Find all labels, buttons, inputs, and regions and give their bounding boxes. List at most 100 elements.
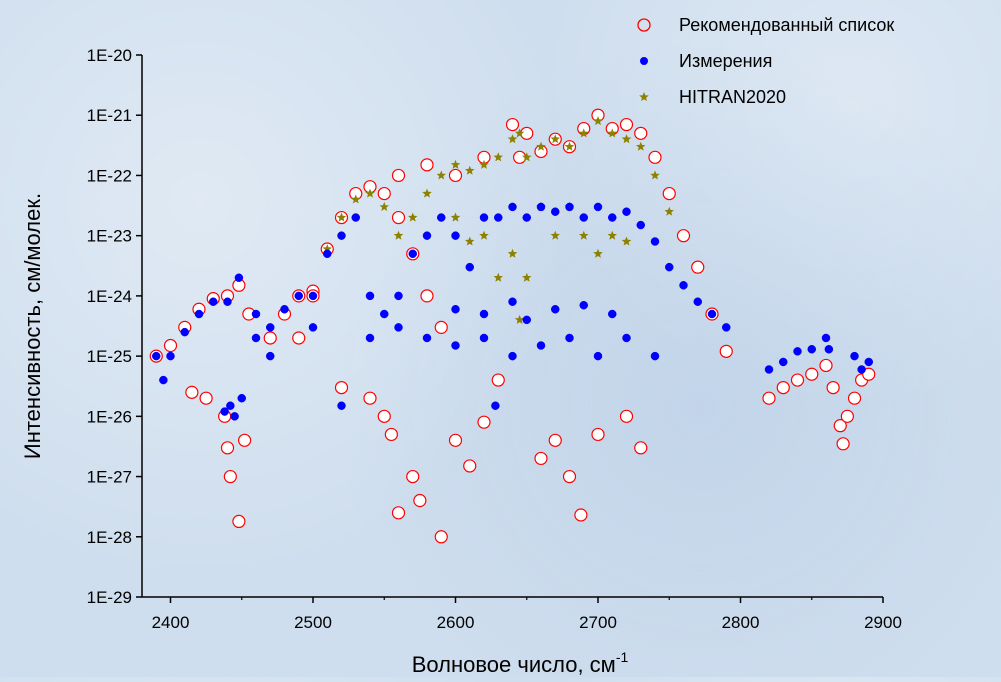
data-point-hitran <box>607 230 617 240</box>
data-point-hitran <box>514 128 525 138</box>
data-point-measurement <box>394 323 403 332</box>
data-point-hitran <box>351 194 361 204</box>
data-point-measurement <box>209 297 218 306</box>
data-point-recommended <box>790 373 805 387</box>
data-point-recommended <box>434 530 448 544</box>
data-point-recommended <box>491 373 505 387</box>
data-point-recommended <box>413 493 427 508</box>
x-ticks: 2400 2500 2600 2700 2800 2900 <box>152 597 902 632</box>
data-point-measurement <box>308 291 318 301</box>
data-point-measurement <box>494 213 503 222</box>
legend-star-icon <box>639 92 649 101</box>
data-point-measurement <box>565 202 574 212</box>
data-point-measurement <box>451 341 460 350</box>
data-point-recommended <box>220 441 235 455</box>
data-point-measurement <box>679 281 688 290</box>
data-point-measurement <box>707 309 717 319</box>
data-point-measurement <box>234 273 244 283</box>
data-point-recommended <box>163 338 178 353</box>
x-tick-label: 2800 <box>722 613 760 632</box>
data-point-hitran <box>550 230 560 240</box>
legend-marker-hitran <box>639 92 649 101</box>
data-point-hitran <box>393 230 404 240</box>
data-point-recommended <box>776 381 790 395</box>
data-point-recommended <box>574 508 588 522</box>
data-marks <box>149 108 876 544</box>
data-point-hitran <box>621 236 632 246</box>
data-point-measurement <box>408 249 417 259</box>
data-point-recommended <box>619 409 634 423</box>
x-tick-label: 2500 <box>294 613 332 632</box>
data-point-measurement <box>479 333 489 343</box>
data-point-measurement <box>491 401 500 410</box>
data-point-hitran <box>422 188 432 198</box>
data-point-recommended <box>548 433 562 447</box>
data-point-measurement <box>230 412 239 421</box>
data-point-measurement <box>593 202 603 212</box>
data-point-recommended <box>833 419 847 433</box>
data-point-hitran <box>465 236 475 246</box>
data-point-hitran <box>607 128 617 138</box>
data-point-recommended <box>634 441 648 455</box>
legend-label-hitran: HITRAN2020 <box>679 87 786 107</box>
data-point-measurement <box>857 365 866 374</box>
data-point-hitran <box>322 244 332 254</box>
data-point-recommended <box>691 260 705 274</box>
data-point-measurement <box>522 213 531 222</box>
x-axis-title-exponent: -1 <box>616 649 629 665</box>
data-point-measurement <box>850 351 859 361</box>
data-point-recommended <box>238 433 252 447</box>
y-axis-title: Интенсивность, см/молек. <box>20 193 45 459</box>
legend-label-measurements: Измерения <box>679 51 772 71</box>
data-point-recommended <box>562 469 577 484</box>
data-point-hitran <box>479 230 489 240</box>
data-point-measurement <box>479 213 489 222</box>
legend-marker-measurements <box>640 57 648 65</box>
data-point-measurement <box>536 341 546 350</box>
data-point-measurement <box>636 220 645 230</box>
data-point-measurement <box>451 231 460 240</box>
data-point-hitran <box>436 170 446 180</box>
data-point-recommended <box>662 186 676 201</box>
data-point-measurement <box>722 323 731 332</box>
data-point-measurement <box>793 347 802 356</box>
data-point-measurement <box>536 202 546 212</box>
data-point-recommended <box>534 451 548 466</box>
data-point-measurement <box>693 297 702 306</box>
data-point-recommended <box>805 367 819 381</box>
data-point-measurement <box>166 351 175 361</box>
data-point-measurement <box>608 213 617 222</box>
data-point-recommended <box>363 391 377 405</box>
data-point-measurement <box>807 344 816 354</box>
data-point-measurement <box>337 401 346 410</box>
data-point-measurement <box>308 323 318 332</box>
data-point-measurement <box>824 344 834 354</box>
data-point-measurement <box>323 249 332 259</box>
data-point-recommended <box>420 289 434 303</box>
data-point-measurement <box>294 291 303 301</box>
data-point-recommended <box>377 186 391 201</box>
data-point-hitran <box>664 206 674 216</box>
data-point-recommended <box>448 433 463 447</box>
data-point-recommended <box>334 381 349 395</box>
data-point-measurement <box>565 333 574 343</box>
data-point-measurement <box>608 309 617 319</box>
data-point-measurement <box>551 304 560 314</box>
data-point-recommended <box>232 514 246 529</box>
data-point-measurement <box>251 333 261 343</box>
data-point-hitran <box>507 248 518 258</box>
y-tick-label: 1E-29 <box>87 588 132 607</box>
legend-marker-recommended <box>637 18 651 32</box>
data-point-recommended <box>185 385 199 399</box>
data-point-recommended <box>840 409 854 423</box>
y-tick-label: 1E-27 <box>87 468 132 487</box>
data-point-hitran <box>536 141 546 151</box>
data-point-hitran <box>493 152 503 162</box>
data-point-hitran <box>465 165 475 175</box>
data-point-hitran <box>579 230 589 240</box>
data-point-recommended <box>862 367 876 381</box>
data-point-recommended <box>819 358 833 373</box>
data-point-recommended <box>719 344 733 358</box>
data-point-measurement <box>650 237 660 246</box>
